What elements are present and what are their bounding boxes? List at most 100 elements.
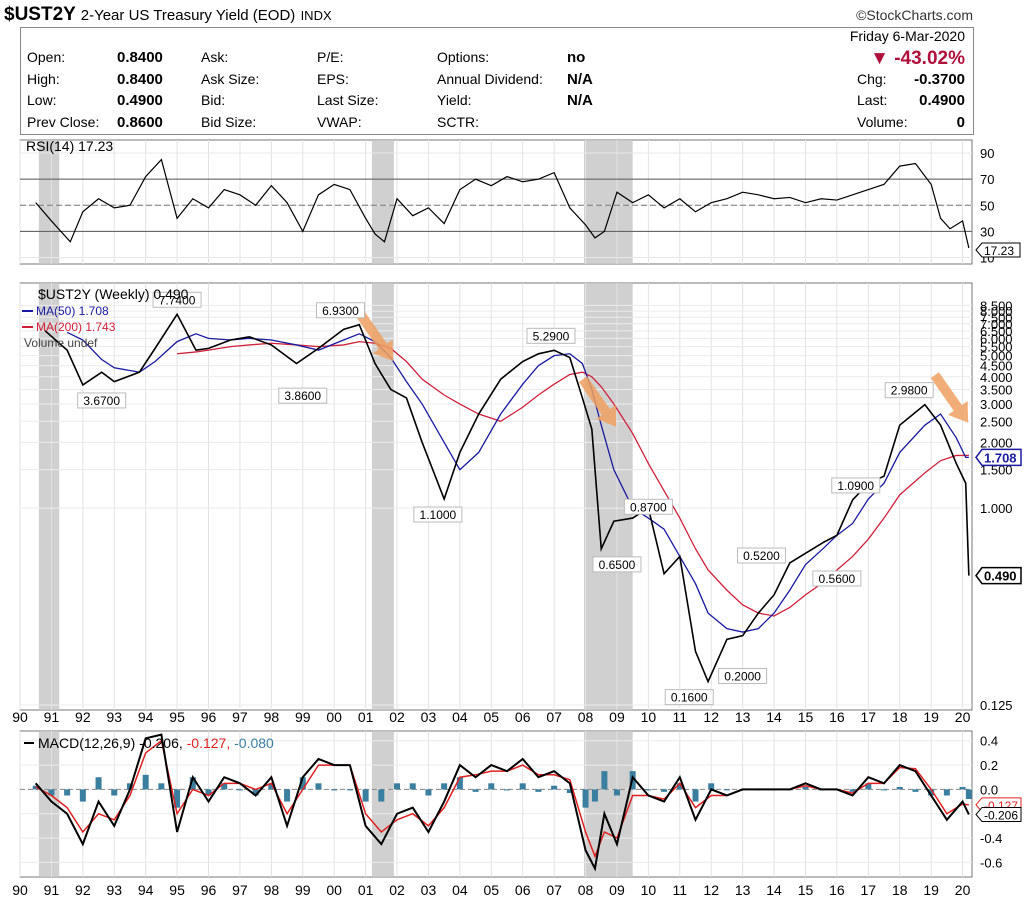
rsi-y-tick: 30 bbox=[980, 224, 994, 239]
price-y-tick: 1.000 bbox=[980, 501, 1013, 516]
ma200-legend: MA(200) 1.743 bbox=[36, 320, 116, 334]
price-current-marker bbox=[975, 448, 1022, 467]
macd-histogram-bar bbox=[912, 789, 919, 792]
quote-label: Ask: bbox=[201, 49, 229, 65]
macd-histogram-bar bbox=[676, 783, 683, 790]
macd-histogram-bar bbox=[142, 774, 149, 790]
macd-legend-value: -0.127, bbox=[187, 735, 234, 751]
volume-legend: Volume undef bbox=[24, 336, 98, 350]
price-annotation-box bbox=[812, 570, 862, 587]
recession-band bbox=[38, 731, 60, 877]
price-current-value: 0.490 bbox=[984, 569, 1017, 584]
stockcharts-logo[interactable]: ©StockCharts.com bbox=[856, 7, 973, 23]
price-annotation-box bbox=[884, 382, 934, 399]
price-annotation: 2.9800 bbox=[891, 384, 928, 398]
macd-histogram-bar bbox=[865, 783, 872, 790]
x-tick-label: 12 bbox=[703, 709, 719, 725]
macd-y-tick: 0.4 bbox=[980, 734, 998, 749]
rsi-line bbox=[35, 158, 970, 249]
macd-series-group bbox=[32, 733, 972, 872]
rsi-y-tick: 70 bbox=[980, 172, 994, 187]
trend-arrow bbox=[578, 376, 617, 427]
x-tick-label: 02 bbox=[389, 882, 405, 898]
x-tick-label: 09 bbox=[609, 709, 625, 725]
macd-y-tick: 0.0 bbox=[980, 782, 998, 797]
price-y-tick: 3.000 bbox=[980, 397, 1013, 412]
quote-label: Open: bbox=[27, 49, 66, 65]
macd-histogram-bar bbox=[692, 789, 699, 802]
rsi-series-group bbox=[35, 158, 970, 249]
macd-histogram-bar bbox=[896, 786, 903, 790]
quote-value: 0.8400 bbox=[117, 49, 163, 66]
x-tick-label: 18 bbox=[892, 709, 908, 725]
macd-histogram-bar bbox=[425, 789, 432, 796]
macd-histogram-bar bbox=[613, 789, 620, 796]
quote-label: Low: bbox=[27, 92, 57, 108]
macd-histogram-bar bbox=[394, 783, 401, 790]
x-tick-label: 96 bbox=[201, 709, 217, 725]
trend-arrow bbox=[355, 310, 394, 362]
trend-arrow bbox=[930, 372, 969, 423]
macd-histogram-bar bbox=[503, 789, 510, 791]
price-annotation: 5.2900 bbox=[533, 329, 570, 343]
price-annotation: 7.7400 bbox=[159, 293, 196, 307]
x-tick-label: 11 bbox=[673, 882, 688, 898]
recession-band bbox=[583, 140, 633, 264]
macd-histogram-bar bbox=[189, 777, 196, 790]
macd-histogram-bar bbox=[111, 789, 118, 796]
price-annotation: 6.9300 bbox=[322, 304, 359, 318]
quote-label: Volume: bbox=[857, 114, 908, 130]
quote-label: Ask Size: bbox=[201, 71, 260, 87]
recession-band bbox=[583, 283, 633, 710]
quote-label: Options: bbox=[437, 49, 490, 65]
macd-histogram-bar bbox=[551, 785, 558, 790]
quote-label: Yield: bbox=[437, 92, 472, 108]
macd-histogram-bar bbox=[79, 789, 86, 802]
macd-histogram-bar bbox=[582, 789, 589, 808]
x-tick-label: 90 bbox=[12, 709, 28, 725]
chart-title: $UST2Y 2-Year US Treasury Yield (EOD) IN… bbox=[4, 4, 332, 26]
macd-histogram-bar bbox=[723, 789, 730, 791]
x-tick-label: 94 bbox=[138, 882, 154, 898]
x-tick-label: 09 bbox=[609, 882, 625, 898]
macd-histogram-bar bbox=[221, 783, 228, 790]
x-tick-label: 05 bbox=[483, 882, 499, 898]
x-tick-label: 20 bbox=[955, 709, 971, 725]
price-annotation: 0.2000 bbox=[724, 669, 761, 683]
macd-legend-value: -0.080 bbox=[234, 735, 274, 751]
price-y-tick: 3.500 bbox=[980, 382, 1013, 397]
macd-histogram-bar bbox=[928, 789, 935, 796]
macd-legend-value: MACD(12,26,9) bbox=[38, 735, 139, 751]
x-tick-label: 06 bbox=[515, 709, 531, 725]
x-tick-label: 01 bbox=[358, 882, 374, 898]
macd-histogram-bar bbox=[174, 789, 181, 808]
quote-label: P/E: bbox=[317, 49, 344, 65]
x-tick-label: 90 bbox=[12, 882, 28, 898]
macd-histogram-bar bbox=[943, 789, 950, 796]
macd-histogram-bar bbox=[409, 783, 416, 790]
macd-legend: MACD(12,26,9) -0.206, -0.127, -0.080 bbox=[38, 735, 274, 751]
x-tick-label: 00 bbox=[326, 709, 342, 725]
price-annotation-box bbox=[413, 506, 463, 523]
price-annotation: 0.5200 bbox=[743, 549, 780, 563]
quote-value: N/A bbox=[567, 71, 593, 88]
quote-label: High: bbox=[27, 71, 60, 87]
x-tick-label: 10 bbox=[641, 882, 657, 898]
macd-histogram-bar bbox=[566, 789, 573, 794]
price-annotation: 3.8600 bbox=[284, 389, 321, 403]
macd-histogram-bar bbox=[252, 789, 259, 796]
macd-histogram-bar bbox=[965, 789, 972, 800]
ma200-line bbox=[177, 340, 969, 617]
x-tick-label: 91 bbox=[44, 709, 60, 725]
x-tick-label: 14 bbox=[766, 709, 782, 725]
macd-histogram-bar bbox=[268, 783, 275, 790]
x-tick-label: 96 bbox=[201, 882, 217, 898]
price-annotation-box bbox=[718, 667, 768, 684]
macd-histogram-bar bbox=[315, 783, 322, 790]
price-y-tick: 0.125 bbox=[980, 698, 1013, 713]
rsi-current-marker bbox=[975, 242, 1021, 258]
macd-histogram-bar bbox=[456, 777, 463, 790]
macd-histogram-bar bbox=[64, 789, 71, 796]
x-tick-label: 04 bbox=[452, 882, 468, 898]
